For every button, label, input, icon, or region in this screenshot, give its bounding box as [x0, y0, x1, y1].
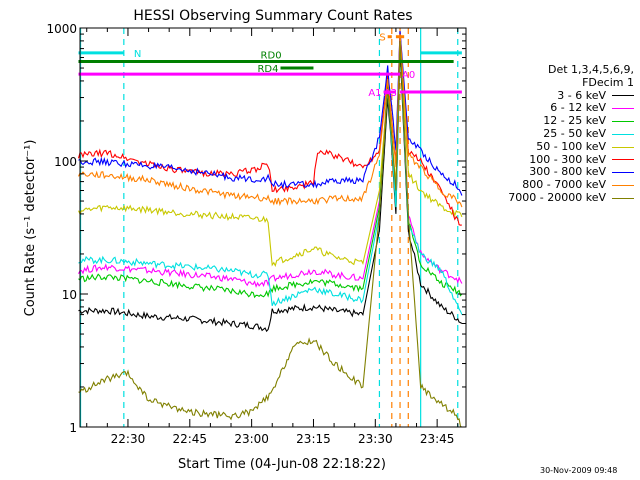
legend-swatch	[612, 172, 634, 174]
annotation-label-n: N	[134, 49, 141, 60]
x-axis-label: Start Time (04-Jun-08 22:18:22)	[178, 457, 386, 472]
legend-swatch	[612, 146, 634, 148]
legend-swatch	[612, 121, 634, 123]
annotation-label-rd4: RD4	[257, 64, 278, 75]
legend-entry: 25 - 50 keV	[472, 126, 634, 141]
legend-swatch	[612, 108, 634, 110]
axes: 22:30 22:45 23:00 23:15 23:30 23:45 1 10 100 1000	[46, 22, 466, 446]
x-tick-label-4: 23:30	[358, 432, 393, 446]
legend-entry-label: 300 - 800 keV	[529, 165, 606, 179]
x-tick-label-1: 22:45	[172, 432, 207, 446]
legend-entries: 3 - 6 keV 6 - 12 keV 12 - 25 keV 25 - 50 ke…	[472, 88, 634, 205]
legend-entry: 3 - 6 keV	[472, 88, 634, 103]
annotation-label-a1: A1	[368, 88, 381, 99]
legend: Det 1,3,4,5,6,9, FDecim 1 3 - 6 keV 6 - 1…	[472, 63, 634, 205]
legend-swatch	[612, 159, 634, 161]
x-tick-label-0: 22:30	[111, 432, 146, 446]
plot-frame	[79, 27, 467, 428]
legend-entry-label: 50 - 100 keV	[536, 139, 606, 153]
legend-entry-label: 25 - 50 keV	[543, 126, 606, 140]
legend-entry: 100 - 300 keV	[472, 152, 634, 167]
x-tick-label-5: 23:45	[420, 432, 455, 446]
legend-entry-label: 100 - 300 keV	[529, 152, 606, 166]
legend-entry-label: 12 - 25 keV	[543, 114, 606, 128]
annotation-label-s: S	[379, 33, 385, 44]
legend-entry: 800 - 7000 keV	[472, 178, 634, 192]
x-tick-label-3: 23:15	[296, 432, 331, 446]
legend-entry: 12 - 25 keV	[472, 114, 634, 128]
x-tick-label-2: 23:00	[234, 432, 269, 446]
legend-swatch	[612, 197, 634, 199]
series-line-7000-20000-kev	[78, 40, 463, 428]
annotation-label-a0: A0	[402, 70, 415, 81]
legend-entry: 300 - 800 keV	[472, 166, 634, 179]
series-lines	[77, 30, 463, 428]
attenuator-annotations: N RD0 RD4 S A0 A1 A3	[78, 33, 462, 99]
legend-entry: 7000 - 20000 keV	[472, 190, 634, 205]
legend-swatch	[612, 185, 634, 187]
legend-swatch	[612, 95, 634, 97]
footer-date: 30-Nov-2009 09:48	[540, 466, 618, 475]
chart-title: HESSI Observing Summary Count Rates	[133, 8, 412, 24]
y-tick-label-0: 1	[69, 421, 77, 435]
annotation-label-rd0: RD0	[261, 50, 282, 61]
y-tick-label-1: 10	[62, 288, 77, 302]
y-tick-label-2: 100	[54, 155, 77, 169]
legend-entry: 50 - 100 keV	[472, 139, 634, 154]
vertical-markers	[79, 28, 459, 427]
legend-entry-label: 7000 - 20000 keV	[508, 190, 606, 204]
legend-title-line-2: FDecim 1	[582, 75, 634, 89]
annotation-label-a3: A3	[384, 88, 397, 99]
legend-entry-label: 800 - 7000 keV	[522, 178, 606, 192]
y-axis-label: Count Rate (s⁻¹ detector⁻¹)	[23, 140, 38, 317]
legend-entry-label: 6 - 12 keV	[550, 101, 606, 115]
legend-swatch	[612, 133, 634, 135]
legend-entry: 6 - 12 keV	[472, 102, 634, 115]
legend-entry-label: 3 - 6 keV	[557, 88, 606, 102]
y-tick-label-3: 1000	[46, 22, 77, 36]
legend-title-line-1: Det 1,3,4,5,6,9,	[547, 63, 634, 76]
